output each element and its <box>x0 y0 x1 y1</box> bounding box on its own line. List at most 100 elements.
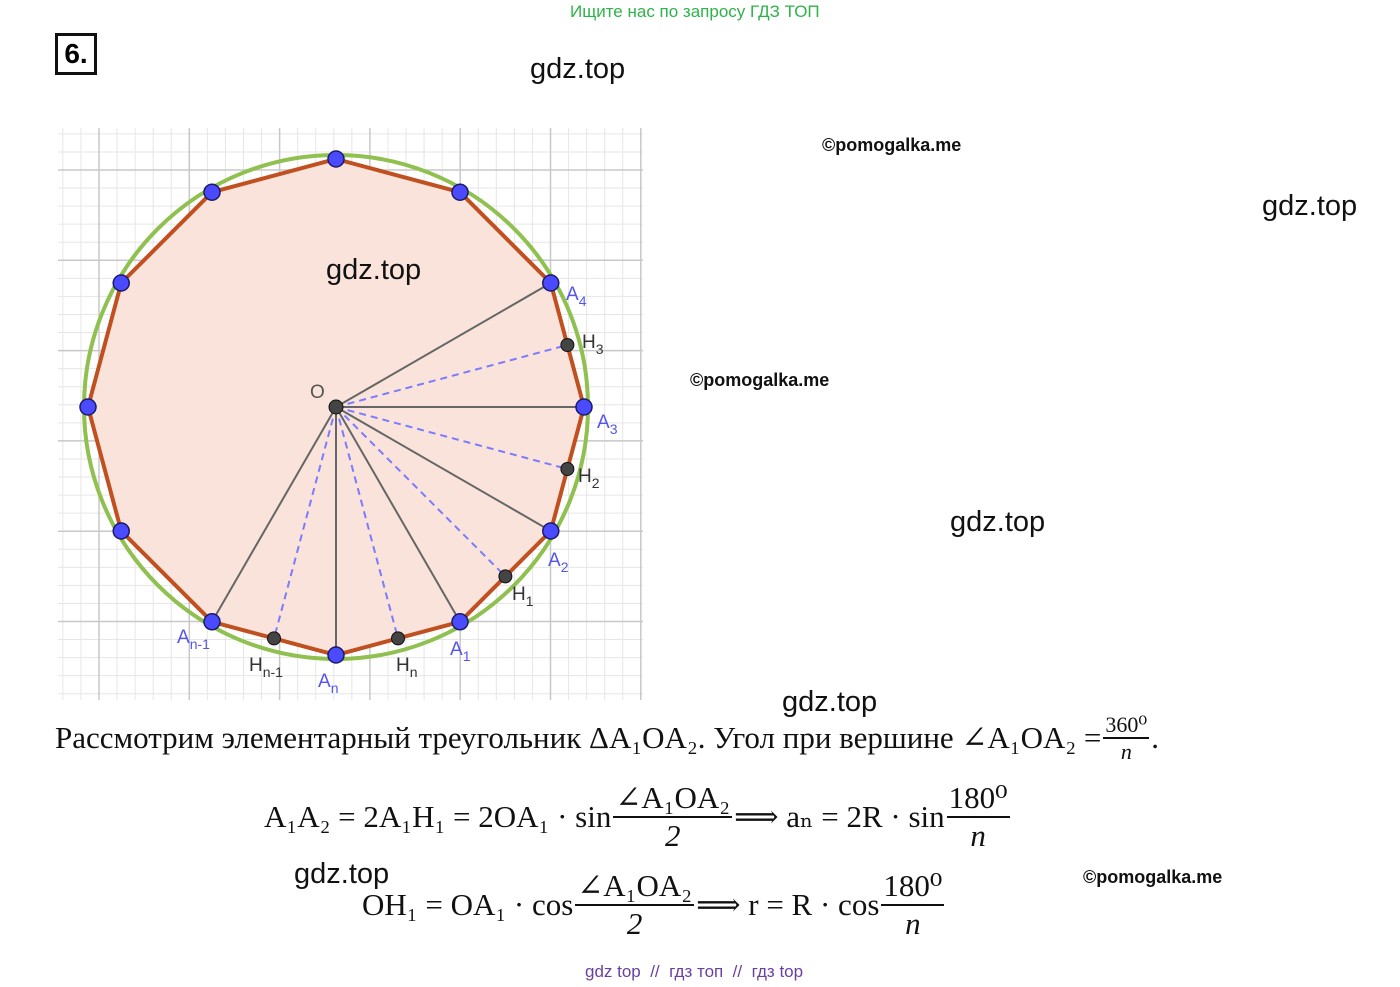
radius <box>335 406 461 623</box>
midpoint <box>391 631 405 646</box>
dashed-apothem <box>335 406 507 578</box>
label-sub: 2 <box>561 559 569 575</box>
label-base: O <box>310 382 325 403</box>
watermark: gdz.top <box>950 506 1046 538</box>
formula: A₁A₂ = 2A₁H₁ = 2OA₁ · sin ∠A₁OA₂ 2 ⟹ aₙ = 2… <box>264 780 1012 853</box>
radius <box>211 406 337 623</box>
label-sub: n <box>410 664 418 680</box>
footer: gdz top // гдз топ // гдз top <box>585 962 804 981</box>
banner: Ищите нас по запросу ГДЗ ТОП <box>570 2 820 21</box>
label-base: H <box>396 655 410 676</box>
label-base: A <box>548 550 561 571</box>
watermark: gdz.top <box>530 53 626 85</box>
watermark: gdz.top <box>294 858 390 890</box>
point-label: An <box>318 671 338 696</box>
vertex <box>542 274 560 292</box>
fraction: 180⁰ n <box>946 780 1010 853</box>
denominator: 2 <box>664 817 681 853</box>
vertex <box>451 183 469 201</box>
point-label: O <box>310 382 325 403</box>
watermark: ©pomogalka.me <box>690 370 830 390</box>
math-text: ⟹ aₙ = 2R · sin <box>734 798 945 834</box>
vertex <box>112 522 130 540</box>
vertex <box>327 646 345 664</box>
vertex <box>203 183 221 201</box>
point-label: H3 <box>582 332 604 357</box>
point-label: Hn-1 <box>249 655 283 680</box>
label-sub: 3 <box>596 341 604 357</box>
fraction: ∠A₁OA₂ 2 <box>613 780 733 853</box>
vertex <box>542 522 560 540</box>
label-sub: 4 <box>579 293 587 309</box>
point-label: H2 <box>578 466 600 491</box>
label-base: A <box>597 412 610 433</box>
watermark: gdz.top <box>326 254 422 286</box>
label-sub: 2 <box>592 475 600 491</box>
label-sub: 1 <box>463 648 471 664</box>
watermark: gdz.top <box>782 686 878 718</box>
midpoint <box>498 569 513 584</box>
label-base: A <box>450 639 463 660</box>
point-label: A2 <box>548 550 569 575</box>
label-base: H <box>578 466 592 487</box>
midpoint <box>560 462 575 476</box>
denominator: 2 <box>626 905 643 941</box>
point-label: An-1 <box>177 627 210 652</box>
label-sub: n-1 <box>190 636 210 652</box>
watermark: gdz.top <box>1262 190 1358 222</box>
formula: OH₁ = OA₁ · cos ∠A₁OA₂ 2 ⟹ r = R · cos 180⁰ n <box>362 868 946 941</box>
label-sub: 1 <box>526 593 534 609</box>
math-text: A₁A₂ = 2A₁H₁ = 2OA₁ · sin <box>264 798 612 834</box>
radius <box>335 282 552 408</box>
vertex <box>575 398 593 416</box>
vertex <box>451 613 469 631</box>
denominator: n <box>905 905 921 941</box>
numerator: 360⁰ <box>1103 712 1150 740</box>
radius <box>335 406 552 532</box>
math-text: OH₁ = OA₁ · cos <box>362 886 574 922</box>
denominator: n <box>1120 739 1132 765</box>
label-base: H <box>512 584 526 605</box>
vertex <box>327 150 345 168</box>
label-sub: n-1 <box>263 664 283 680</box>
vertex <box>79 398 97 416</box>
fraction: 180⁰ n <box>881 868 945 941</box>
center <box>328 399 344 415</box>
dashed-apothem <box>335 406 399 639</box>
numerator: ∠A₁OA₂ <box>613 780 733 818</box>
math-text: . <box>1151 720 1159 756</box>
fraction: 360⁰ n <box>1103 712 1150 765</box>
label-sub: 3 <box>610 421 618 437</box>
vertex <box>112 274 130 292</box>
fraction: ∠A₁OA₂ 2 <box>575 868 695 941</box>
label-base: H <box>249 655 263 676</box>
label-base: H <box>582 332 596 353</box>
dashed-apothem <box>335 344 568 408</box>
point-label: H1 <box>512 584 534 609</box>
numerator: 180⁰ <box>946 780 1010 818</box>
math-text: ⟹ r = R · cos <box>696 886 880 922</box>
point-label: A4 <box>566 284 587 309</box>
point-label: A3 <box>597 412 618 437</box>
watermark: ©pomogalka.me <box>822 135 962 155</box>
point-label: Hn <box>396 655 418 680</box>
numerator: 180⁰ <box>881 868 945 906</box>
label-sub: n <box>331 680 339 696</box>
vertex <box>203 613 221 631</box>
midpoint <box>560 338 575 352</box>
label-base: A <box>566 284 579 305</box>
math-text: Рассмотрим элементарный треугольник ΔA₁O… <box>55 720 1102 756</box>
label-base: A <box>318 671 331 692</box>
point-label: A1 <box>450 639 471 664</box>
watermark: ©pomogalka.me <box>1083 867 1223 887</box>
denominator: n <box>970 817 986 853</box>
paragraph: Рассмотрим элементарный треугольник ΔA₁O… <box>55 712 1159 765</box>
dashed-apothem <box>335 406 568 470</box>
problem-number: 6. <box>55 33 97 75</box>
label-base: A <box>177 627 190 648</box>
dashed-apothem <box>273 406 337 639</box>
midpoint <box>267 631 281 646</box>
numerator: ∠A₁OA₂ <box>575 868 695 906</box>
